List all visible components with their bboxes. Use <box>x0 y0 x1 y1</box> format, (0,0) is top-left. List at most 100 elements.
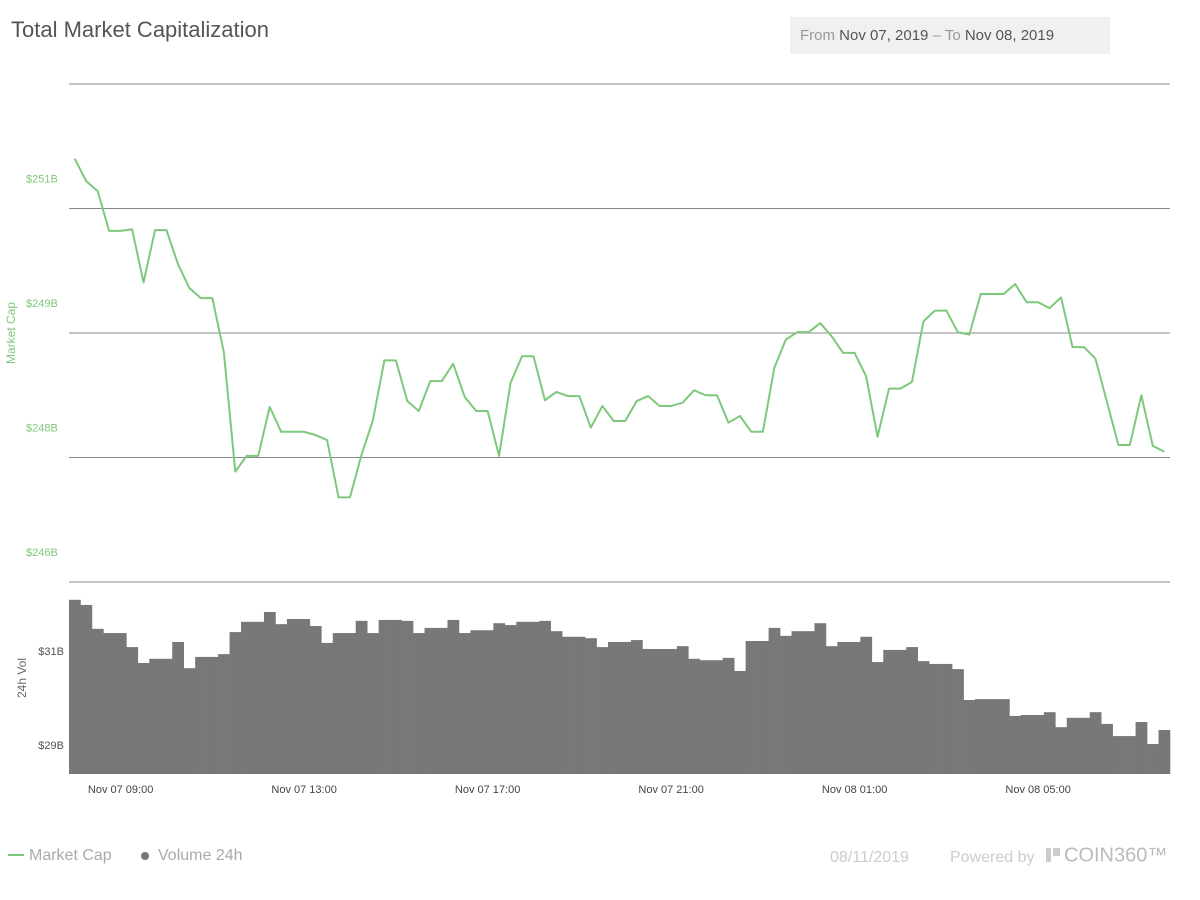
bar <box>1112 736 1125 774</box>
bar <box>596 647 609 774</box>
bar <box>516 621 529 774</box>
y-tick-label: $246B <box>26 547 58 559</box>
bar <box>275 624 288 774</box>
bar <box>1009 715 1022 774</box>
bar <box>390 619 402 774</box>
bar <box>91 628 104 774</box>
bar <box>413 633 425 774</box>
bar <box>539 620 551 774</box>
bar <box>137 663 150 774</box>
bar <box>860 636 873 774</box>
legend-dot-icon <box>141 852 149 860</box>
legend-entry[interactable]: Volume 24h <box>158 847 243 864</box>
bar <box>252 621 265 774</box>
footer-date: 08/11/2019 <box>830 849 909 866</box>
bar <box>1020 714 1033 774</box>
bar <box>504 625 517 774</box>
bar <box>436 627 448 774</box>
y-tick-label: $251B <box>26 173 58 185</box>
x-tick-label: Nov 08 01:00 <box>822 784 887 796</box>
bar <box>344 633 357 774</box>
bar <box>1124 736 1136 774</box>
bar <box>1066 717 1079 774</box>
bar <box>1032 714 1045 774</box>
bar <box>929 663 941 774</box>
bar <box>286 618 299 774</box>
bar <box>825 646 838 774</box>
bar <box>206 656 219 774</box>
bar <box>573 636 586 774</box>
bar <box>1147 744 1159 774</box>
bar <box>791 631 804 774</box>
bar <box>585 638 597 774</box>
bar <box>321 642 334 774</box>
bar <box>332 633 345 774</box>
y-axis-label: Market Cap <box>4 302 18 364</box>
bar <box>871 662 884 774</box>
bar <box>1101 723 1113 774</box>
bar <box>997 699 1010 774</box>
bar <box>894 649 907 774</box>
bar <box>768 627 781 774</box>
bar <box>745 641 758 774</box>
bar <box>263 611 276 774</box>
bar <box>126 647 139 774</box>
bar <box>378 619 391 774</box>
bar <box>80 604 93 774</box>
from-date: Nov 07, 2019 <box>839 27 928 44</box>
legend-entry[interactable]: Market Cap <box>29 847 112 864</box>
to-label: To <box>945 27 961 44</box>
bar <box>298 618 311 774</box>
from-label: From <box>800 27 835 44</box>
bar <box>963 700 976 774</box>
bar <box>1135 722 1148 774</box>
bar <box>1158 729 1171 774</box>
bar <box>848 641 861 774</box>
x-tick-label: Nov 07 09:00 <box>88 784 153 796</box>
brand: COIN360™ <box>1064 844 1167 866</box>
to-date: Nov 08, 2019 <box>965 27 1054 44</box>
date-range-box[interactable] <box>790 17 1110 54</box>
bar <box>1089 712 1102 774</box>
y2-tick-label: $29B <box>38 740 64 752</box>
bar <box>883 649 896 774</box>
x-tick-label: Nov 07 21:00 <box>638 784 703 796</box>
brand-icon <box>1046 848 1051 862</box>
bar <box>619 641 632 774</box>
bar <box>241 621 253 774</box>
bar <box>550 631 563 774</box>
bar <box>103 633 116 774</box>
bar <box>69 599 81 774</box>
y2-axis-label: 24h Vol <box>15 658 29 698</box>
y2-tick-label: $31B <box>38 646 64 658</box>
bar <box>699 660 712 774</box>
bar <box>940 663 953 774</box>
bar <box>470 630 483 774</box>
bar <box>975 699 987 774</box>
bar <box>355 620 368 774</box>
x-tick-label: Nov 07 17:00 <box>455 784 520 796</box>
bar <box>1078 717 1091 774</box>
bar <box>401 620 414 774</box>
date-range: From Nov 07, 2019 – To Nov 08, 2019 <box>800 27 1054 44</box>
bar <box>447 619 460 774</box>
bar <box>1043 712 1056 774</box>
x-tick-label: Nov 07 13:00 <box>271 784 336 796</box>
bar <box>906 647 918 774</box>
y-tick-label: $248B <box>26 422 58 434</box>
y-tick-label: $249B <box>26 298 58 310</box>
bar <box>562 636 574 774</box>
bar <box>803 631 815 774</box>
chart-title: Total Market Capitalization <box>11 17 269 42</box>
bar <box>527 621 540 774</box>
x-tick-label: Nov 08 05:00 <box>1005 784 1070 796</box>
bar <box>160 658 173 774</box>
bar <box>424 627 437 774</box>
bar <box>183 668 196 774</box>
bar <box>149 658 162 774</box>
bar <box>367 633 379 774</box>
bar <box>734 670 746 774</box>
bar <box>757 641 769 774</box>
bar <box>688 658 701 774</box>
bar <box>172 641 184 774</box>
